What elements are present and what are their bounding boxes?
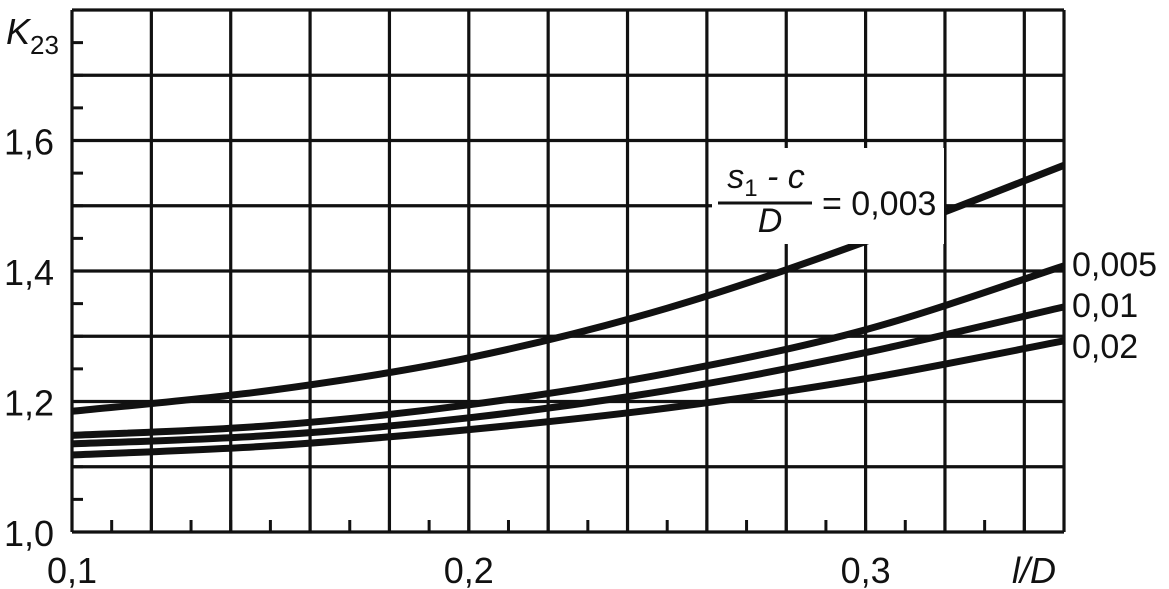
- y-tick-label: 1,0: [4, 513, 54, 554]
- legend-numerator: s1 - c: [727, 158, 805, 202]
- legend-denominator: D: [758, 202, 783, 240]
- y-tick-label: 1,2: [4, 383, 54, 424]
- series-label-3: 0,02: [1072, 328, 1138, 366]
- series-line-2: [71, 303, 1065, 448]
- x-tick-label: 0,2: [444, 550, 494, 589]
- legend-numerator-sub: 1: [744, 175, 757, 202]
- x-axis-label: l/D: [1012, 550, 1056, 589]
- x-tick-label: 0,1: [47, 550, 97, 589]
- series-label-1: 0,005: [1072, 246, 1157, 284]
- legend-header-bg: [712, 148, 944, 244]
- legend-first-value: = 0,003: [822, 185, 936, 223]
- series-line-1: [71, 262, 1066, 439]
- series-line-3: [71, 337, 1065, 459]
- x-axis-label-bg: [1004, 548, 1066, 588]
- ticks: [70, 8, 1066, 534]
- legend-numerator-rest: - c: [758, 158, 805, 196]
- grid: [70, 8, 1066, 534]
- series-label-2: 0,01: [1072, 287, 1138, 325]
- y-axis-label: K23: [6, 11, 59, 60]
- y-tick-label: 1,6: [4, 122, 54, 163]
- labels: 1,0 1,2 1,4 1,6 0,1 0,2 0,3 K23 l/D s1 - cD = 0,00…: [4, 11, 1157, 589]
- y-tick-label: 1,4: [4, 252, 54, 293]
- x-tick-label: 0,3: [841, 550, 891, 589]
- y-axis-label-sub: 23: [30, 30, 59, 60]
